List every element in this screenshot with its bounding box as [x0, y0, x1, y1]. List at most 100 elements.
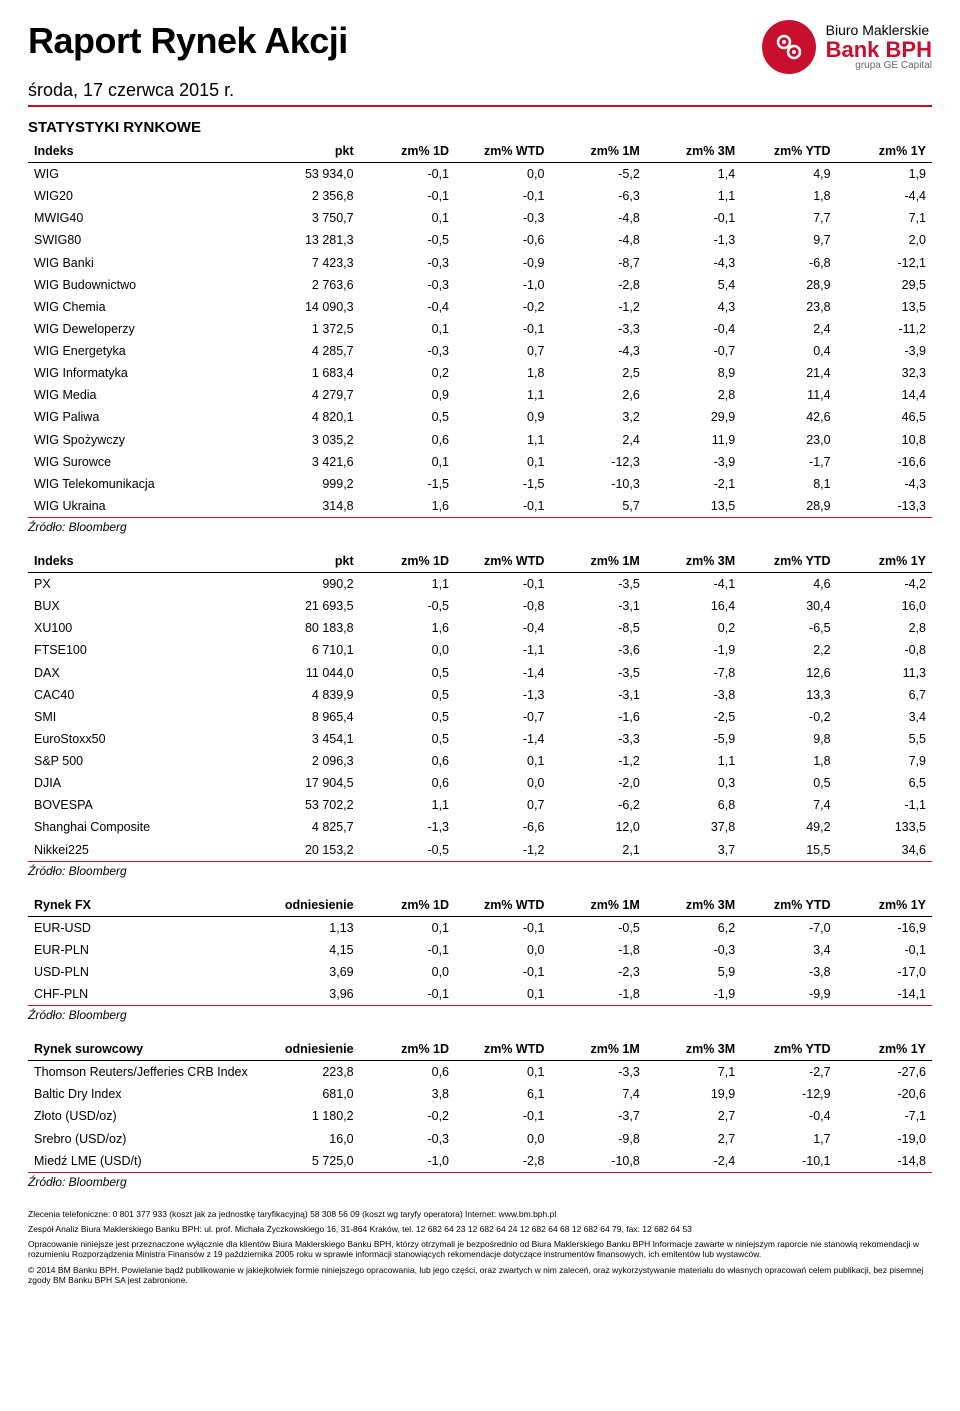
row-value: 21,4	[741, 362, 836, 384]
col-1d: zm% 1D	[360, 894, 455, 917]
row-label: WIG Surowce	[28, 451, 264, 473]
row-label: Thomson Reuters/Jefferies CRB Index	[28, 1061, 264, 1084]
row-label: WIG Spożywczy	[28, 429, 264, 451]
row-value: -3,6	[550, 639, 645, 661]
col-pkt: pkt	[264, 550, 359, 573]
row-label: WIG20	[28, 185, 264, 207]
table-row: Miedź LME (USD/t)5 725,0-1,0-2,8-10,8-2,…	[28, 1150, 932, 1173]
row-value: 1,1	[455, 429, 550, 451]
row-value: -2,7	[741, 1061, 836, 1084]
row-value: 0,1	[455, 1061, 550, 1084]
logo-text: Biuro Maklerskie Bank BPH grupa GE Capit…	[826, 23, 932, 71]
row-value: 5,5	[837, 728, 932, 750]
row-value: -5,9	[646, 728, 741, 750]
row-value: 4,15	[264, 939, 359, 961]
row-value: 6,1	[455, 1083, 550, 1105]
table-row: BOVESPA53 702,21,10,7-6,26,87,4-1,1	[28, 794, 932, 816]
table-row: EUR-USD1,130,1-0,1-0,56,2-7,0-16,9	[28, 916, 932, 939]
row-label: BUX	[28, 595, 264, 617]
row-value: 0,1	[455, 750, 550, 772]
row-value: -4,1	[646, 573, 741, 596]
row-value: -1,4	[455, 728, 550, 750]
row-value: 13,3	[741, 684, 836, 706]
row-value: -0,1	[455, 185, 550, 207]
table-row: WIG Spożywczy3 035,20,61,12,411,923,010,…	[28, 429, 932, 451]
row-value: 1,1	[646, 750, 741, 772]
row-value: 0,6	[360, 1061, 455, 1084]
row-value: 4 839,9	[264, 684, 359, 706]
row-value: -0,1	[360, 939, 455, 961]
row-value: 1,9	[837, 163, 932, 186]
row-value: 1,13	[264, 916, 359, 939]
row-value: 2,7	[646, 1128, 741, 1150]
table-header-row: Indeks pkt zm% 1D zm% WTD zm% 1M zm% 3M …	[28, 140, 932, 163]
row-value: 4,6	[741, 573, 836, 596]
row-label: DJIA	[28, 772, 264, 794]
table-row: WIG Chemia14 090,3-0,4-0,2-1,24,323,813,…	[28, 296, 932, 318]
row-value: -3,3	[550, 318, 645, 340]
row-value: 7,1	[837, 207, 932, 229]
row-value: 999,2	[264, 473, 359, 495]
row-value: -3,9	[646, 451, 741, 473]
col-1d: zm% 1D	[360, 550, 455, 573]
row-value: -0,4	[646, 318, 741, 340]
row-label: Miedź LME (USD/t)	[28, 1150, 264, 1173]
row-value: 4 285,7	[264, 340, 359, 362]
row-value: -0,1	[455, 961, 550, 983]
row-value: 0,5	[360, 406, 455, 428]
row-label: EuroStoxx50	[28, 728, 264, 750]
row-value: 12,6	[741, 662, 836, 684]
row-value: -3,3	[550, 1061, 645, 1084]
row-label: EUR-USD	[28, 916, 264, 939]
row-value: 1,7	[741, 1128, 836, 1150]
row-value: -4,8	[550, 207, 645, 229]
row-value: 16,4	[646, 595, 741, 617]
table-row: WIG53 934,0-0,10,0-5,21,44,91,9	[28, 163, 932, 186]
table-row: USD-PLN3,690,0-0,1-2,35,9-3,8-17,0	[28, 961, 932, 983]
row-value: -12,1	[837, 252, 932, 274]
logo-line3: grupa GE Capital	[826, 61, 932, 72]
row-value: 7,4	[741, 794, 836, 816]
col-3m: zm% 3M	[646, 550, 741, 573]
row-value: 6 710,1	[264, 639, 359, 661]
row-value: -0,5	[360, 229, 455, 251]
logo-line1: Biuro Maklerskie	[826, 23, 932, 38]
row-value: -3,5	[550, 573, 645, 596]
logo-line2: Bank BPH	[826, 38, 932, 61]
row-value: 0,0	[360, 639, 455, 661]
row-value: 32,3	[837, 362, 932, 384]
source-label: Źródło: Bloomberg	[28, 520, 932, 534]
row-label: WIG Chemia	[28, 296, 264, 318]
section-stats-title: STATYSTYKI RYNKOWE	[28, 119, 932, 136]
row-value: -4,8	[550, 229, 645, 251]
table-row: SWIG8013 281,3-0,5-0,6-4,8-1,39,72,0	[28, 229, 932, 251]
row-value: 0,4	[741, 340, 836, 362]
row-value: 14,4	[837, 384, 932, 406]
row-value: 0,1	[360, 318, 455, 340]
col-ytd: zm% YTD	[741, 550, 836, 573]
row-value: 3,2	[550, 406, 645, 428]
row-value: -1,8	[550, 983, 645, 1006]
row-value: -4,3	[550, 340, 645, 362]
source-label: Źródło: Bloomberg	[28, 1008, 932, 1022]
row-value: -0,1	[360, 163, 455, 186]
row-value: -4,3	[837, 473, 932, 495]
table-row: WIG Budownictwo2 763,6-0,3-1,0-2,85,428,…	[28, 274, 932, 296]
table-row: WIG Informatyka1 683,40,21,82,58,921,432…	[28, 362, 932, 384]
row-label: DAX	[28, 662, 264, 684]
report-date: środa, 17 czerwca 2015 r.	[28, 80, 932, 101]
row-value: 7 423,3	[264, 252, 359, 274]
row-value: -1,2	[455, 839, 550, 862]
row-value: -0,3	[455, 207, 550, 229]
table-row: PX990,21,1-0,1-3,5-4,14,6-4,2	[28, 573, 932, 596]
row-value: -0,3	[360, 252, 455, 274]
row-label: WIG Informatyka	[28, 362, 264, 384]
row-label: WIG Energetyka	[28, 340, 264, 362]
row-value: 2,7	[646, 1105, 741, 1127]
row-value: 19,9	[646, 1083, 741, 1105]
row-value: 0,1	[360, 451, 455, 473]
row-value: 133,5	[837, 816, 932, 838]
row-value: 4 279,7	[264, 384, 359, 406]
table-indices-pl: Indeks pkt zm% 1D zm% WTD zm% 1M zm% 3M …	[28, 140, 932, 518]
row-value: -1,1	[455, 639, 550, 661]
